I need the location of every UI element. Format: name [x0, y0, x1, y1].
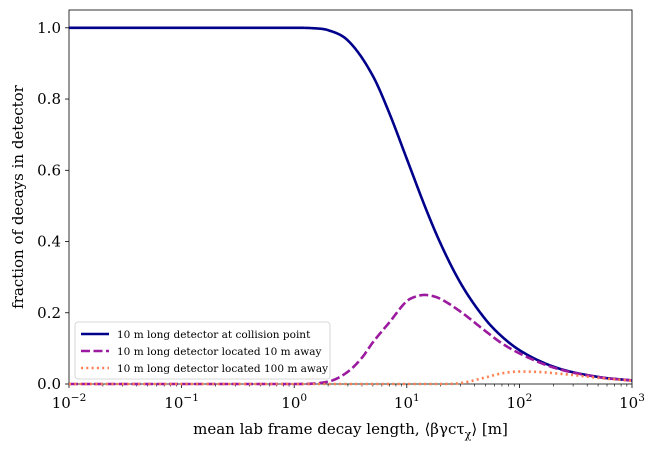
- series-lines: [69, 26, 633, 386]
- x-tick-label: 101: [394, 392, 420, 412]
- x-tick-label-exponent: 3: [638, 392, 645, 404]
- x-axis-label: mean lab frame decay length, ⟨βγcτχ⟩ [m]: [193, 420, 508, 441]
- x-tick-label-base: 10: [507, 394, 526, 412]
- legend-label: 10 m long detector located 10 m away: [117, 346, 321, 358]
- y-tick-label: 0.0: [37, 375, 61, 393]
- y-tick-label: 0.8: [37, 90, 61, 108]
- series-line-dotted: [69, 370, 633, 386]
- y-tick-label: 1.0: [37, 19, 61, 37]
- x-tick-label-exponent: −1: [183, 392, 198, 404]
- x-tick-label-base: 10: [52, 394, 71, 412]
- legend-box: [74, 321, 331, 380]
- x-tick-label-exponent: 2: [526, 392, 533, 404]
- x-tick-label-base: 10: [394, 394, 413, 412]
- series-line-solid: [69, 26, 633, 382]
- x-tick-label-exponent: 1: [413, 392, 420, 404]
- y-axis-label: fraction of decays in detector: [9, 84, 27, 309]
- x-label-main: mean lab frame decay length, ⟨βγcτ: [193, 420, 465, 438]
- legend-label: 10 m long detector located 100 m away: [117, 363, 328, 375]
- x-tick-label: 102: [507, 392, 533, 412]
- x-tick-label-base: 10: [281, 394, 300, 412]
- y-tick-label: 0.2: [37, 304, 61, 322]
- y-tick-label: 0.4: [37, 233, 61, 251]
- x-tick-label: 100: [281, 392, 307, 412]
- x-tick-label-exponent: 0: [300, 392, 307, 404]
- legend-label: 10 m long detector at collision point: [117, 329, 311, 341]
- y-tick-label: 0.6: [37, 161, 61, 179]
- legend: 10 m long detector at collision point 10 …: [74, 321, 331, 380]
- x-tick-label-base: 10: [619, 394, 638, 412]
- x-tick-label-base: 10: [164, 394, 183, 412]
- x-label-subscript: χ: [465, 428, 472, 441]
- x-tick-label: 10−2: [52, 392, 87, 412]
- x-label-rest: ⟩ [m]: [471, 420, 508, 438]
- series-line-dashed: [69, 293, 633, 386]
- x-tick-label-exponent: −2: [71, 392, 86, 404]
- x-tick-label: 103: [619, 392, 645, 412]
- x-tick-label: 10−1: [164, 392, 199, 412]
